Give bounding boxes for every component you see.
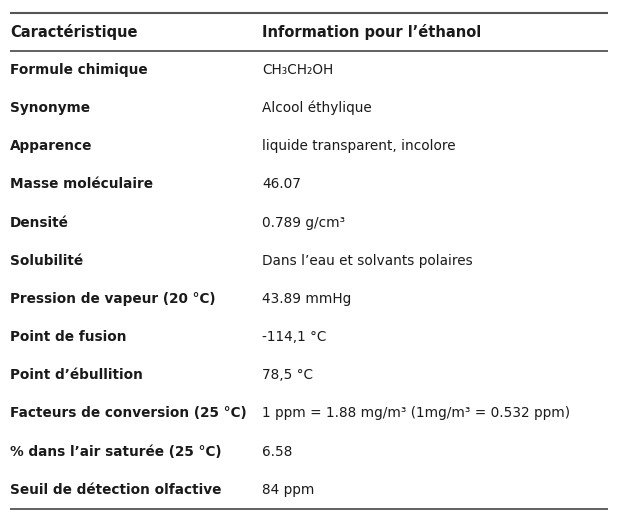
Text: Caractéristique: Caractéristique bbox=[10, 24, 138, 40]
Text: Masse moléculaire: Masse moléculaire bbox=[10, 177, 153, 191]
Text: 78,5 °C: 78,5 °C bbox=[262, 369, 313, 382]
Text: 1 ppm = 1.88 mg/m³ (1mg/m³ = 0.532 ppm): 1 ppm = 1.88 mg/m³ (1mg/m³ = 0.532 ppm) bbox=[262, 407, 570, 420]
Text: % dans l’air saturée (25 °C): % dans l’air saturée (25 °C) bbox=[10, 445, 222, 459]
Text: 6.58: 6.58 bbox=[262, 445, 292, 459]
Text: 84 ppm: 84 ppm bbox=[262, 483, 315, 497]
Text: Seuil de détection olfactive: Seuil de détection olfactive bbox=[10, 483, 222, 497]
Text: Formule chimique: Formule chimique bbox=[10, 63, 147, 77]
Text: Densité: Densité bbox=[10, 216, 68, 230]
Text: Apparence: Apparence bbox=[10, 139, 93, 153]
Text: Solubilité: Solubilité bbox=[10, 254, 83, 268]
Text: Synonyme: Synonyme bbox=[10, 101, 90, 115]
Text: liquide transparent, incolore: liquide transparent, incolore bbox=[262, 139, 456, 153]
Text: Dans l’eau et solvants polaires: Dans l’eau et solvants polaires bbox=[262, 254, 473, 268]
Text: 0.789 g/cm³: 0.789 g/cm³ bbox=[262, 216, 346, 230]
Text: Point d’ébullition: Point d’ébullition bbox=[10, 369, 143, 382]
Text: Pression de vapeur (20 °C): Pression de vapeur (20 °C) bbox=[10, 292, 215, 306]
Text: Point de fusion: Point de fusion bbox=[10, 330, 126, 344]
Text: -114,1 °C: -114,1 °C bbox=[262, 330, 326, 344]
Text: 43.89 mmHg: 43.89 mmHg bbox=[262, 292, 352, 306]
Text: Information pour l’éthanol: Information pour l’éthanol bbox=[262, 24, 481, 40]
Text: 46.07: 46.07 bbox=[262, 177, 301, 191]
Text: Alcool éthylique: Alcool éthylique bbox=[262, 101, 372, 115]
Text: CH₃CH₂OH: CH₃CH₂OH bbox=[262, 63, 333, 77]
Text: Facteurs de conversion (25 °C): Facteurs de conversion (25 °C) bbox=[10, 407, 247, 420]
